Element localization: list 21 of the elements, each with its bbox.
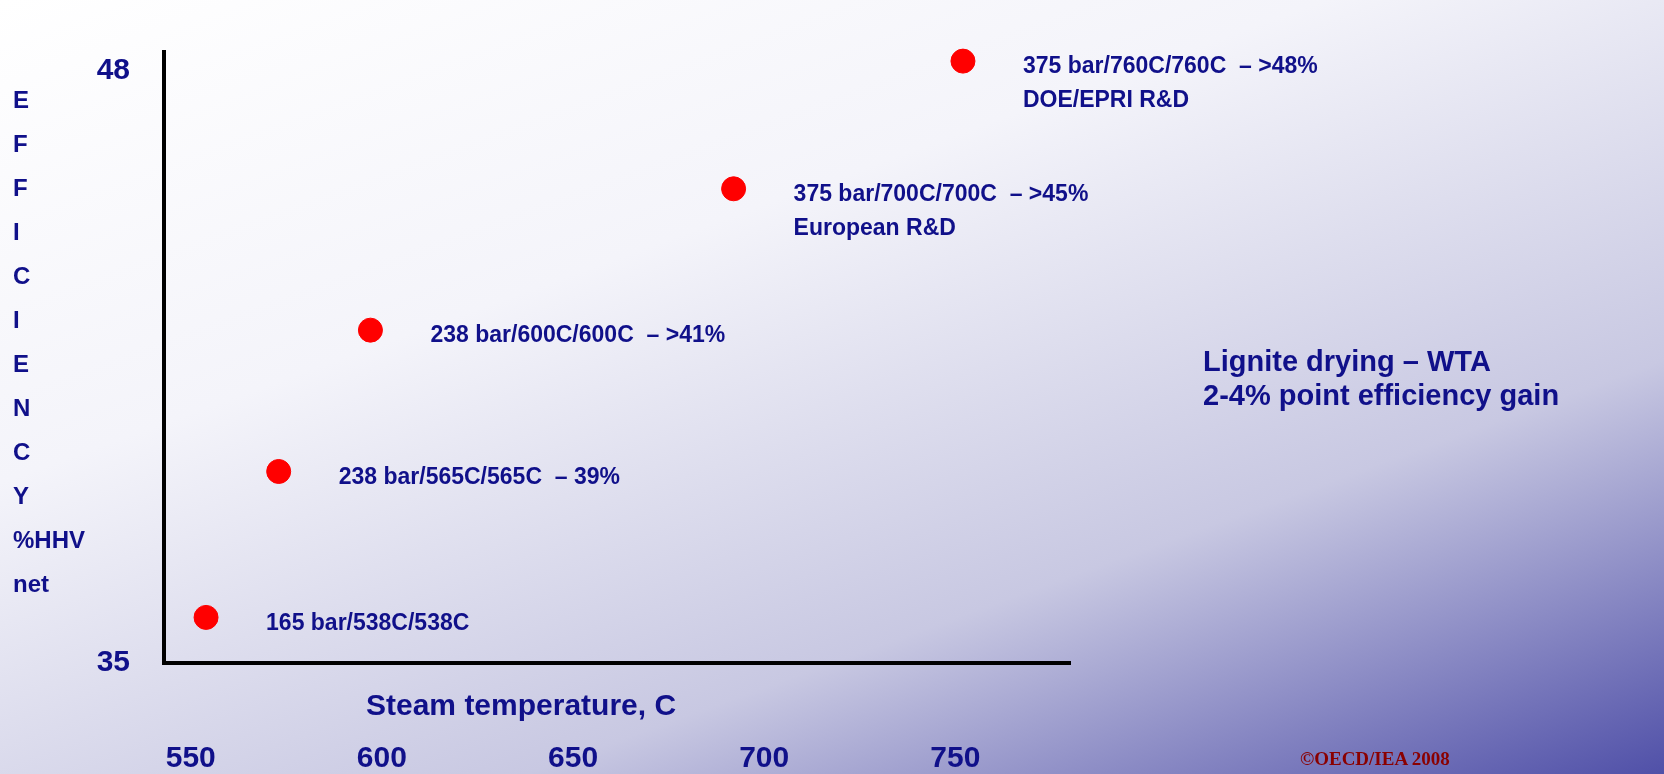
x-tick-label: 600 — [356, 740, 407, 774]
point — [721, 176, 747, 202]
text: Lignite drying – WTA 2-4% point efficiency gain — [1203, 344, 1560, 412]
annotation: 165 bar/538C/538C — [266, 608, 470, 635]
point — [266, 458, 292, 484]
text: EFFICIENCY %HHV net — [13, 86, 86, 597]
y-tick-label: 35 — [96, 644, 130, 678]
text: ©OECD/IEA 2008 — [1300, 748, 1450, 770]
point — [950, 48, 976, 74]
annotation: 375 bar/760C/760C – >48% DOE/EPRI R&D — [1022, 52, 1318, 113]
x-tick-label: 650 — [548, 740, 599, 774]
x-axis-title: Steam temperature, C — [366, 688, 677, 722]
x-tick-label: 700 — [739, 740, 790, 774]
point — [193, 604, 219, 630]
y-tick-label: 48 — [96, 51, 130, 85]
annotation: 238 bar/600C/600C – >41% — [430, 321, 726, 348]
x-tick-label: 550 — [165, 740, 216, 774]
annotation: 375 bar/700C/700C – >45% European R&D — [793, 180, 1089, 241]
point — [357, 317, 383, 343]
x-tick-label: 750 — [930, 740, 981, 774]
annotation: 238 bar/565C/565C – 39% — [338, 462, 620, 489]
